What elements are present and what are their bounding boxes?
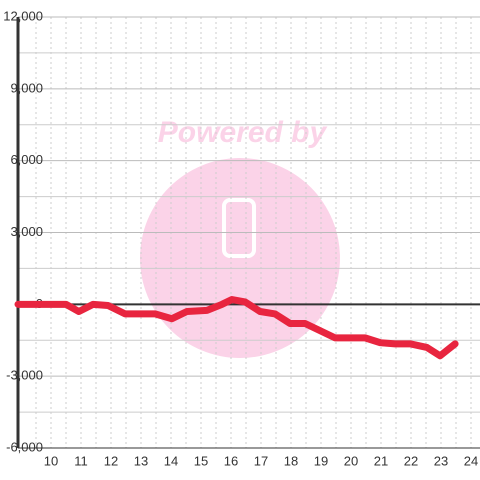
y-tick-label: -3,000 [6,368,43,383]
watermark-icon [222,198,256,258]
y-tick-label: 12,000 [3,8,43,23]
y-tick-label: 9,000 [10,80,43,95]
line [14,296,459,360]
x-tick-label: 20 [344,453,358,468]
x-tick-label: 19 [314,453,328,468]
x-tick-label: 10 [44,453,58,468]
x-tick-label: 14 [164,453,178,468]
x-tick-label: 22 [404,453,418,468]
x-tick-label: 21 [374,453,388,468]
y-tick-label: -6,000 [6,439,43,454]
x-tick-label: 23 [434,453,448,468]
x-tick-label: 18 [284,453,298,468]
y-tick-label: 3,000 [10,224,43,239]
y-tick-label: 6,000 [10,152,43,167]
x-tick-label: 15 [194,453,208,468]
x-tick-label: 11 [74,453,88,468]
x-tick-label: 16 [224,453,238,468]
x-tick-label: 24 [464,453,478,468]
x-tick-label: 13 [134,453,148,468]
x-tick-label: 17 [254,453,268,468]
watermark-text: Powered by [158,116,328,149]
x-tick-label: 12 [104,453,118,468]
